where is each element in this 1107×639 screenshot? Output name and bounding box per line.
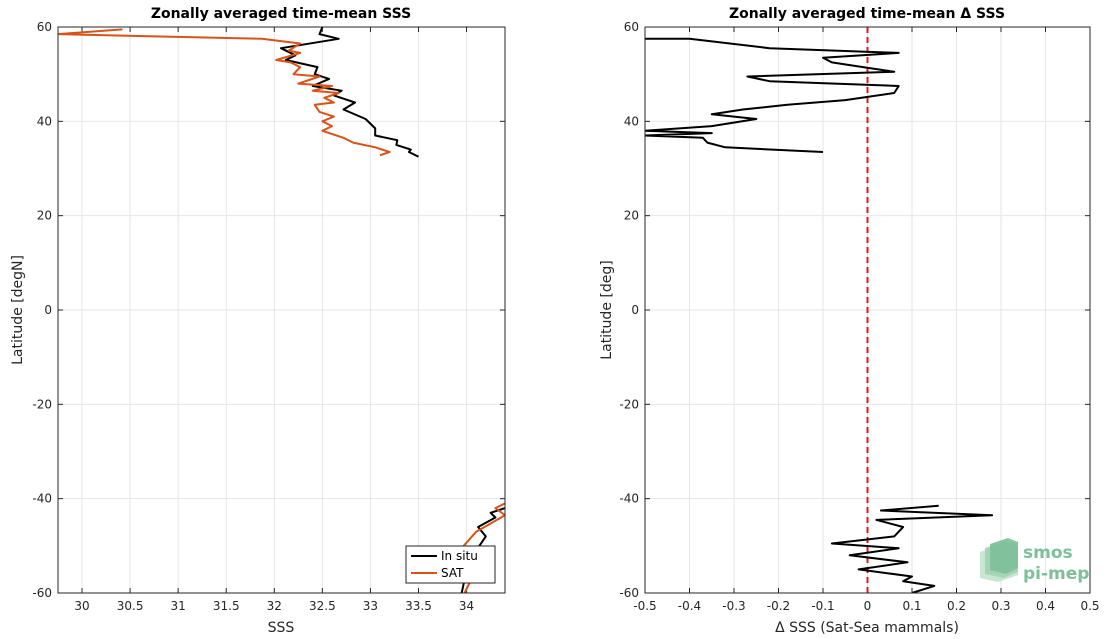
- plot-frame-0: [57, 26, 506, 594]
- y-tick-label: 60: [37, 20, 52, 34]
- y-tick-label: -20: [619, 397, 639, 411]
- smos-pi-mep-logo: smos pi-mep: [980, 538, 1089, 584]
- y-tick-label: 0: [631, 303, 639, 317]
- x-tick-label: 0.3: [991, 599, 1010, 613]
- y-tick-label: -60: [32, 586, 52, 600]
- y-tick-label: 60: [624, 20, 639, 34]
- delta-sss-chart-title: Zonally averaged time-mean Δ SSS: [729, 6, 1005, 22]
- x-tick-label: -0.1: [811, 599, 834, 613]
- x-tick-label: 33.5: [405, 599, 432, 613]
- series-line-delta-0: [645, 37, 900, 153]
- y-tick-label: -60: [619, 586, 639, 600]
- delta-sss-y-axis-label: Latitude [deg]: [599, 260, 615, 359]
- y-tick-label: -40: [619, 492, 639, 506]
- x-tick-label: 0.2: [947, 599, 966, 613]
- legend-label-in-situ: In situ: [441, 549, 478, 563]
- y-tick-label: 40: [37, 114, 52, 128]
- sss-chart-title: Zonally averaged time-mean SSS: [151, 6, 411, 22]
- legend: In situ SAT: [405, 545, 496, 584]
- y-tick-label: -40: [32, 492, 52, 506]
- x-tick-label: 30: [74, 599, 89, 613]
- y-tick-label: 0: [44, 303, 52, 317]
- legend-label-sat: SAT: [441, 566, 464, 580]
- x-tick-label: 0.1: [902, 599, 921, 613]
- sss-y-axis-label: Latitude [degN]: [10, 255, 26, 365]
- x-tick-label: 34: [459, 599, 474, 613]
- delta-sss-panel: Zonally averaged time-mean Δ SSS Δ SSS (…: [599, 6, 1005, 636]
- delta-sss-x-axis-label: Δ SSS (Sat-Sea mammals): [775, 620, 959, 636]
- x-tick-label: 31: [171, 599, 186, 613]
- x-tick-label: -0.3: [722, 599, 745, 613]
- x-tick-label: -0.4: [678, 599, 701, 613]
- x-tick-label: 30.5: [117, 599, 144, 613]
- x-tick-label: 32.5: [309, 599, 336, 613]
- logo-text-smos: smos: [1023, 543, 1073, 563]
- series-line-delta-1: [830, 504, 994, 593]
- x-tick-label: 0.4: [1036, 599, 1055, 613]
- x-tick-label: 32: [267, 599, 282, 613]
- x-tick-label: -0.5: [633, 599, 656, 613]
- x-tick-label: 31.5: [213, 599, 240, 613]
- sss-x-axis-label: SSS: [268, 620, 295, 636]
- series-line-sat-0: [58, 28, 391, 157]
- x-tick-label: 0.5: [1080, 599, 1099, 613]
- y-tick-label: 40: [624, 114, 639, 128]
- y-tick-label: 20: [37, 209, 52, 223]
- plot-frame-1: [644, 26, 1091, 594]
- y-tick-label: 20: [624, 209, 639, 223]
- y-tick-label: -20: [32, 397, 52, 411]
- x-tick-label: 0: [864, 599, 872, 613]
- logo-text-pi-mep: pi-mep: [1023, 564, 1089, 584]
- x-tick-label: 33: [363, 599, 378, 613]
- sss-panel: Zonally averaged time-mean SSS SSS Latit…: [10, 6, 411, 636]
- x-tick-label: -0.2: [767, 599, 790, 613]
